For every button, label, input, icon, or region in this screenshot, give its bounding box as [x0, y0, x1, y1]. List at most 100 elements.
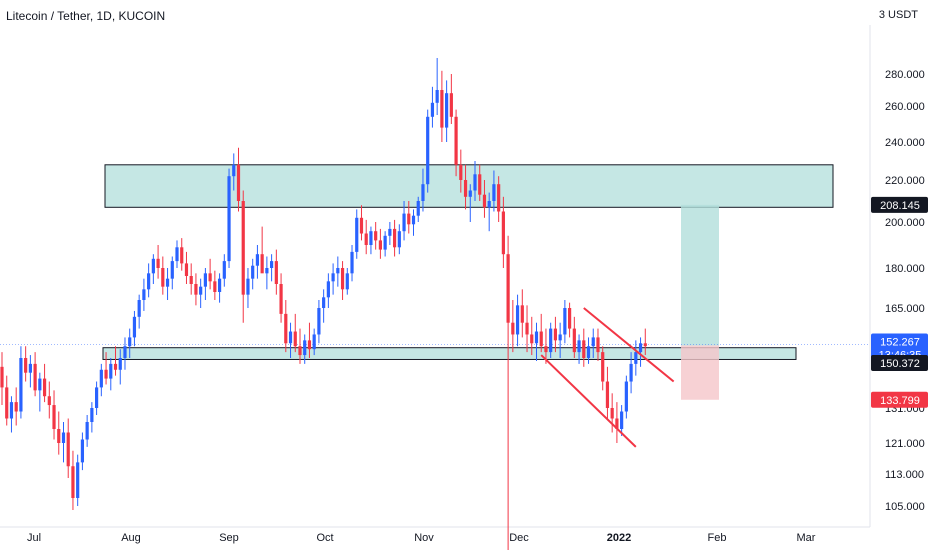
candle-body	[42, 378, 47, 397]
candle-body	[577, 340, 581, 353]
trend-line[interactable]	[540, 354, 637, 448]
candle-body	[515, 305, 520, 335]
y-tick-label: 240.000	[885, 137, 925, 149]
candle-body	[151, 258, 155, 274]
candle-body	[374, 231, 378, 241]
y-tick-label: 165.000	[885, 303, 925, 315]
candle-body	[14, 402, 18, 412]
candle-body	[463, 180, 468, 197]
candle-body	[383, 235, 387, 250]
candle-body	[61, 432, 66, 443]
candle-body	[52, 405, 56, 429]
trend-line[interactable]	[583, 307, 675, 383]
position-stop-area[interactable]	[681, 345, 719, 400]
candle-body	[213, 281, 217, 292]
candle-body	[270, 261, 274, 268]
candle-body	[459, 164, 463, 180]
candle-body	[274, 261, 278, 284]
price-badge-blue	[871, 333, 928, 362]
candle-body	[293, 331, 297, 347]
x-tick-label: Jul	[27, 532, 41, 544]
candle-body	[468, 190, 472, 197]
candle-body	[530, 334, 534, 344]
price-badge-value: 133.799	[880, 395, 920, 407]
candle-body	[638, 343, 643, 353]
candle-body	[435, 90, 439, 103]
candle-body	[137, 300, 141, 317]
candle-body	[255, 254, 260, 266]
x-tick-label: Oct	[316, 532, 333, 544]
y-tick-label: 220.000	[885, 175, 925, 187]
candle-body	[336, 268, 340, 274]
candle-body	[605, 381, 610, 408]
candle-body	[497, 184, 501, 212]
candle-body	[511, 322, 515, 335]
candle-body	[180, 247, 184, 264]
candle-body	[340, 268, 345, 290]
candle-body	[95, 387, 99, 408]
candle-body	[492, 184, 496, 201]
candle-body	[553, 328, 558, 341]
candle-body	[582, 340, 586, 358]
candle-body	[279, 284, 283, 314]
currency-unit[interactable]: 3 USDT	[878, 9, 918, 21]
candle-body	[265, 268, 269, 274]
candle-body	[208, 273, 212, 282]
candle-body	[501, 211, 505, 255]
position-target-area[interactable]	[681, 204, 719, 346]
candle-body	[411, 215, 416, 225]
zone-support[interactable]	[102, 347, 797, 360]
candle-body	[317, 308, 321, 335]
candle-body	[288, 331, 293, 344]
candle-body	[203, 273, 207, 287]
candle-body	[563, 308, 567, 335]
candle-body	[24, 358, 28, 373]
candle-body	[147, 273, 151, 290]
candle-body	[345, 273, 349, 290]
candle-body	[397, 231, 401, 248]
candle-body	[66, 432, 70, 467]
candle-body	[28, 363, 32, 373]
candle-body	[9, 402, 14, 419]
price-badge-value: 208.145	[880, 200, 920, 212]
candle-body	[421, 184, 425, 201]
candle-body	[175, 247, 179, 262]
candle-body	[80, 439, 85, 463]
candle-body	[629, 363, 633, 382]
candle-body	[634, 352, 638, 364]
candle-body	[128, 337, 132, 347]
zone-resistance[interactable]	[104, 164, 834, 208]
x-tick-label: Dec	[509, 532, 529, 544]
candle-body	[482, 194, 487, 208]
candle-body	[170, 261, 174, 279]
y-tick-label: 105.000	[885, 501, 925, 513]
chart-title: Litecoin / Tether, 1D, KUCOIN	[6, 9, 166, 23]
candle-body	[246, 278, 250, 295]
candle-body	[473, 174, 477, 191]
candle-body	[601, 352, 605, 382]
candle-body	[199, 286, 203, 295]
x-tick-label: 2022	[607, 532, 631, 544]
candle-body	[369, 231, 373, 245]
candle-body	[416, 201, 420, 216]
candle-body	[586, 346, 591, 358]
candle-body	[572, 328, 576, 353]
candle-body	[38, 378, 42, 391]
candle-body	[71, 466, 75, 498]
candle-body	[227, 176, 231, 262]
candle-body	[388, 228, 392, 236]
candle-body	[624, 381, 628, 412]
candle-body	[85, 422, 89, 440]
y-tick-label: 180.000	[885, 263, 925, 275]
x-tick-label: Sep	[219, 532, 239, 544]
candle-body	[378, 240, 382, 250]
candle-body	[525, 322, 529, 335]
candle-body	[534, 331, 539, 344]
candle-body	[359, 217, 364, 234]
candle-body	[643, 343, 647, 347]
price-badge-dark	[871, 196, 928, 213]
candle-body	[558, 334, 562, 341]
candle-body	[142, 289, 146, 300]
